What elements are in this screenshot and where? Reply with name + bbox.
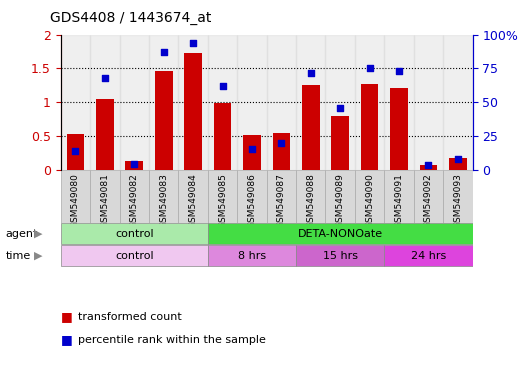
Bar	[237, 35, 267, 170]
Bar	[208, 35, 237, 170]
Text: GSM549080: GSM549080	[71, 173, 80, 228]
Text: GSM549081: GSM549081	[100, 173, 109, 228]
Point	[71, 148, 80, 154]
Text: ▶: ▶	[34, 228, 43, 238]
Point	[218, 83, 227, 89]
Bar	[243, 135, 261, 170]
Text: control: control	[115, 228, 154, 238]
Point	[454, 156, 462, 162]
Text: GDS4408 / 1443674_at: GDS4408 / 1443674_at	[50, 11, 212, 25]
Bar	[302, 86, 319, 170]
Bar	[272, 133, 290, 170]
Bar	[214, 103, 231, 170]
Text: control: control	[115, 251, 154, 261]
Bar	[443, 170, 473, 222]
Bar	[355, 170, 384, 222]
Bar	[208, 245, 296, 266]
Text: transformed count: transformed count	[78, 312, 182, 322]
Bar	[361, 84, 379, 170]
Bar	[126, 161, 143, 170]
Bar	[178, 170, 208, 222]
Text: 24 hrs: 24 hrs	[411, 251, 446, 261]
Text: time: time	[5, 251, 31, 261]
Text: ▶: ▶	[34, 251, 43, 261]
Bar	[414, 35, 443, 170]
Bar	[414, 170, 443, 222]
Bar	[384, 245, 473, 266]
Point	[395, 68, 403, 74]
Bar	[184, 53, 202, 170]
Point	[307, 70, 315, 76]
Bar	[90, 35, 119, 170]
Text: ■: ■	[61, 310, 72, 323]
Text: GSM549087: GSM549087	[277, 173, 286, 228]
Text: DETA-NONOate: DETA-NONOate	[298, 228, 383, 238]
Point	[336, 105, 344, 111]
Point	[277, 140, 286, 146]
Bar	[420, 165, 437, 170]
Bar	[390, 88, 408, 170]
Point	[365, 65, 374, 71]
Text: GSM549082: GSM549082	[130, 173, 139, 228]
Bar	[61, 170, 90, 222]
Bar	[325, 170, 355, 222]
Text: GSM549089: GSM549089	[336, 173, 345, 228]
Bar	[384, 35, 414, 170]
Point	[189, 40, 197, 46]
Point	[159, 49, 168, 55]
Text: 15 hrs: 15 hrs	[323, 251, 357, 261]
Bar	[61, 245, 208, 266]
Text: GSM549088: GSM549088	[306, 173, 315, 228]
Point	[248, 146, 256, 152]
Bar	[332, 116, 349, 170]
Bar	[67, 134, 84, 170]
Bar	[237, 170, 267, 222]
Bar	[208, 170, 237, 222]
Bar	[267, 35, 296, 170]
Text: GSM549092: GSM549092	[424, 173, 433, 228]
Bar	[178, 35, 208, 170]
Bar	[296, 35, 325, 170]
Bar	[443, 35, 473, 170]
Bar	[355, 35, 384, 170]
Point	[130, 161, 138, 167]
Bar	[96, 99, 114, 170]
Bar	[208, 223, 473, 244]
Bar	[155, 71, 173, 170]
Text: GSM549090: GSM549090	[365, 173, 374, 228]
Text: GSM549084: GSM549084	[188, 173, 197, 228]
Bar	[149, 35, 178, 170]
Bar	[119, 35, 149, 170]
Point	[424, 162, 432, 168]
Text: 8 hrs: 8 hrs	[238, 251, 266, 261]
Bar	[267, 170, 296, 222]
Bar	[449, 158, 467, 170]
Bar	[119, 170, 149, 222]
Bar	[296, 245, 384, 266]
Text: GSM549083: GSM549083	[159, 173, 168, 228]
Bar	[296, 170, 325, 222]
Bar	[90, 170, 119, 222]
Bar	[61, 223, 208, 244]
Text: GSM549086: GSM549086	[248, 173, 257, 228]
Text: GSM549093: GSM549093	[454, 173, 463, 228]
Text: GSM549091: GSM549091	[394, 173, 403, 228]
Bar	[325, 35, 355, 170]
Bar	[149, 170, 178, 222]
Bar	[61, 35, 90, 170]
Point	[101, 75, 109, 81]
Text: agent: agent	[5, 228, 37, 238]
Text: percentile rank within the sample: percentile rank within the sample	[78, 335, 266, 345]
Text: GSM549085: GSM549085	[218, 173, 227, 228]
Text: ■: ■	[61, 333, 72, 346]
Bar	[384, 170, 414, 222]
